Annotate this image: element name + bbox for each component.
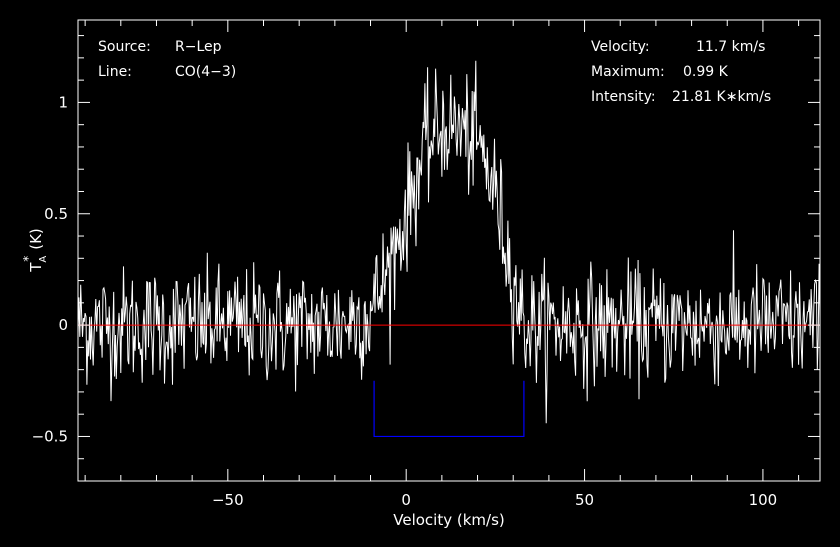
maximum-value: 0.99 K	[683, 64, 729, 80]
x-tick-label: −50	[212, 491, 244, 509]
axis-ticks	[78, 20, 820, 482]
x-tick-label: 100	[749, 491, 778, 509]
x-tick-label: 0	[401, 491, 411, 509]
svg-text:TA*(K): TA* (K)	[21, 228, 49, 273]
y-axis-label-sup: *	[21, 256, 35, 262]
x-tick-label: 50	[575, 491, 594, 509]
y-axis-label-main: T	[27, 262, 45, 273]
y-tick-label: −0.5	[32, 427, 68, 445]
velocity-label: Velocity:	[591, 39, 650, 55]
maximum-label: Maximum:	[591, 64, 665, 80]
integration-window	[373, 380, 525, 438]
velocity-value: 11.7 km/s	[696, 39, 765, 55]
plot-frame	[77, 19, 821, 482]
source-label: Source:	[98, 39, 151, 55]
line-label: Line:	[98, 64, 132, 80]
y-tick-label: 0	[58, 316, 68, 334]
y-tick-label: 1	[58, 93, 68, 111]
y-axis-label-unit: (K)	[27, 228, 45, 250]
intensity-value: 21.81 K∗km/s	[672, 89, 771, 105]
line-value: CO(4−3)	[175, 64, 236, 80]
spectrum-series	[78, 60, 820, 424]
source-value: R−Lep	[175, 39, 222, 55]
x-axis-label: Velocity (km/s)	[393, 511, 504, 529]
y-axis-label: TA* (K)	[21, 228, 49, 273]
y-tick-label: 0.5	[44, 205, 68, 223]
y-axis-label-sub: A	[38, 256, 49, 263]
intensity-label: Intensity:	[591, 89, 656, 105]
